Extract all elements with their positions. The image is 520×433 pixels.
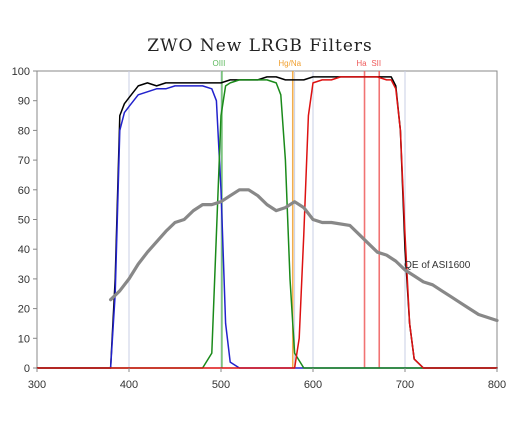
- series-lines: [36, 76, 499, 369]
- y-tick-label-1: 10: [18, 333, 30, 345]
- y-tick-label-0: 0: [24, 363, 30, 375]
- y-tick-label-7: 70: [18, 155, 30, 167]
- series-line-1: [36, 85, 498, 369]
- series-line-3: [36, 76, 498, 369]
- y-tick-label-4: 40: [18, 244, 30, 256]
- y-tick-label-6: 60: [18, 185, 30, 197]
- reference-lines: OIII Hg/Na Ha SII: [212, 59, 381, 368]
- plot-frame: [36, 70, 498, 369]
- x-tick-label-0: 300: [28, 379, 46, 391]
- series-line-2: [36, 79, 498, 369]
- ref-line-label-3: SII: [371, 59, 381, 68]
- ref-line-label-2: Ha: [356, 59, 367, 68]
- y-tick-label-3: 30: [18, 274, 30, 286]
- y-tick-label-5: 50: [18, 215, 30, 227]
- x-tick-label-2: 500: [212, 379, 230, 391]
- y-tick-label-9: 90: [18, 96, 30, 108]
- x-tick-label-5: 800: [488, 379, 506, 391]
- annotation-0: QE of ASI1600: [404, 260, 471, 271]
- ref-line-label-0: OIII: [212, 59, 225, 68]
- chart-title: ZWO New LRGB Filters: [147, 36, 373, 56]
- x-tick-label-1: 400: [120, 379, 138, 391]
- y-tick-label-8: 80: [18, 125, 30, 137]
- ref-line-label-1: Hg/Na: [278, 59, 301, 68]
- x-tick-label-4: 700: [396, 379, 414, 391]
- series-line-4: [108, 188, 499, 323]
- y-tick-label-2: 20: [18, 304, 30, 316]
- x-tick-label-3: 600: [304, 379, 322, 391]
- light-vertical-lines: [128, 71, 406, 368]
- chart-annotations: QE of ASI1600: [404, 260, 471, 271]
- y-tick-label-10: 100: [12, 66, 30, 78]
- y-axis-ticks: 0 10 20 30 40 50 60 70 80 90 100: [12, 66, 37, 375]
- series-line-0: [36, 76, 498, 369]
- x-axis-ticks: 300 400 500 600 700 800: [28, 368, 506, 391]
